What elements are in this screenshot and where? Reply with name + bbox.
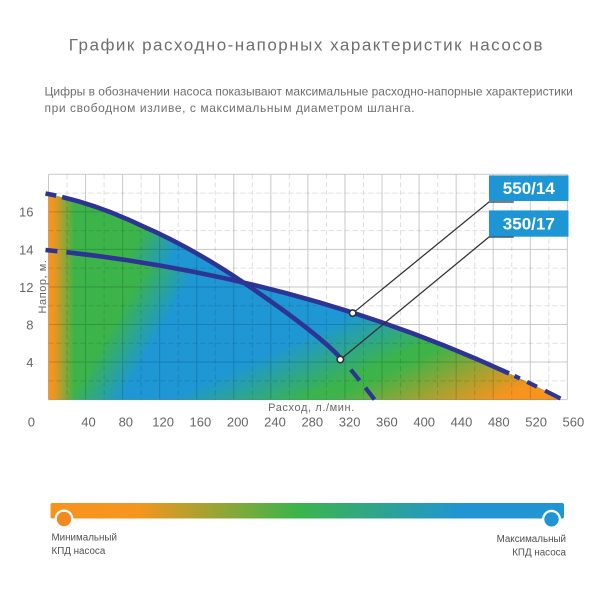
- svg-text:0: 0: [28, 414, 35, 429]
- svg-text:320: 320: [339, 415, 361, 430]
- svg-text:Напор, м.: Напор, м.: [37, 260, 49, 314]
- svg-text:120: 120: [152, 415, 174, 430]
- svg-text:480: 480: [488, 415, 510, 430]
- svg-text:240: 240: [264, 415, 286, 430]
- svg-text:80: 80: [119, 415, 133, 430]
- svg-text:360: 360: [376, 415, 398, 430]
- svg-text:КПД насоса: КПД насоса: [512, 547, 566, 558]
- svg-text:520: 520: [525, 415, 547, 430]
- svg-text:Максимальный: Максимальный: [497, 534, 566, 545]
- svg-text:440: 440: [451, 415, 473, 430]
- svg-text:Цифры в обозначении насоса пок: Цифры в обозначении насоса показывают ма…: [45, 85, 573, 99]
- svg-text:График расходно-напорных харак: График расходно-напорных характеристик н…: [69, 36, 544, 55]
- svg-text:Расход, л./мин.: Расход, л./мин.: [268, 402, 355, 414]
- svg-text:160: 160: [190, 415, 212, 430]
- svg-text:40: 40: [81, 415, 95, 430]
- svg-text:14: 14: [19, 242, 33, 257]
- svg-text:400: 400: [413, 415, 435, 430]
- svg-text:4: 4: [26, 355, 33, 370]
- svg-text:200: 200: [227, 415, 249, 430]
- svg-text:КПД насоса: КПД насоса: [52, 546, 106, 557]
- svg-text:550/14: 550/14: [503, 179, 556, 198]
- svg-text:16: 16: [19, 205, 33, 220]
- svg-text:8: 8: [26, 317, 33, 332]
- svg-text:Минимальный: Минимальный: [52, 533, 117, 544]
- svg-text:560: 560: [563, 415, 585, 430]
- svg-text:350/17: 350/17: [503, 215, 555, 234]
- svg-text:при свободном изливе, с максим: при свободном изливе, с максимальным диа…: [45, 101, 416, 115]
- svg-text:12: 12: [19, 280, 33, 295]
- svg-text:280: 280: [301, 415, 323, 430]
